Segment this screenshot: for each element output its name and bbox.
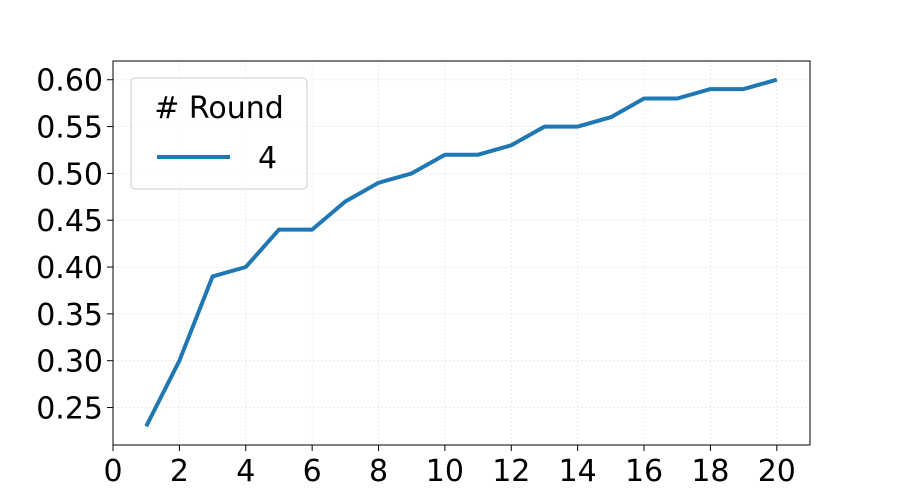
data-point: [376, 180, 381, 185]
x-tick-label: 4: [236, 454, 255, 489]
data-point: [243, 265, 248, 270]
x-tick-label: 18: [691, 454, 729, 489]
data-point: [774, 77, 779, 82]
grid: [112, 61, 810, 445]
data-point: [642, 96, 647, 101]
y-tick-label: 0.55: [36, 111, 103, 146]
data-point: [708, 87, 713, 92]
data-point: [144, 424, 149, 429]
data-point: [276, 227, 281, 232]
data-point: [741, 87, 746, 92]
x-tick-label: 14: [559, 454, 597, 489]
data-point: [343, 199, 348, 204]
y-tick-label: 0.30: [36, 345, 103, 380]
data-point: [177, 358, 182, 363]
x-tick-label: 16: [625, 454, 663, 489]
plot-frame: [112, 60, 811, 446]
y-tick-label: 0.35: [36, 298, 103, 333]
x-tick-label: 8: [369, 454, 388, 489]
data-point: [476, 152, 481, 157]
y-tick-label: 0.25: [36, 392, 103, 427]
legend: # Round 4: [130, 77, 308, 190]
y-tick-label: 0.60: [36, 64, 103, 99]
data-point: [442, 152, 447, 157]
x-tick-label: 12: [492, 454, 530, 489]
x-tick-label: 10: [426, 454, 464, 489]
data-point: [608, 115, 613, 120]
y-tick-label: 0.50: [36, 157, 103, 192]
x-tick-label: 2: [170, 454, 189, 489]
data-point: [542, 124, 547, 129]
x-tick-label: 6: [303, 454, 322, 489]
x-axis: 0 2 4 6 8 10 12 14 16 18 20: [103, 445, 796, 489]
y-tick-label: 0.40: [36, 251, 103, 286]
legend-entry-label: 4: [258, 141, 277, 176]
data-point: [509, 143, 514, 148]
data-point: [409, 171, 414, 176]
x-tick-label: 20: [758, 454, 796, 489]
series-layer: [144, 77, 779, 429]
data-point: [210, 274, 215, 279]
legend-title: # Round: [154, 91, 284, 126]
y-axis: 0.25 0.30 0.35 0.40 0.45 0.50 0.55 0.60: [36, 64, 113, 427]
legend-box: [130, 77, 308, 190]
data-point: [675, 96, 680, 101]
y-tick-label: 0.45: [36, 204, 103, 239]
data-point: [575, 124, 580, 129]
series-line: [144, 77, 778, 428]
data-point: [310, 227, 315, 232]
x-tick-label: 0: [103, 454, 122, 489]
